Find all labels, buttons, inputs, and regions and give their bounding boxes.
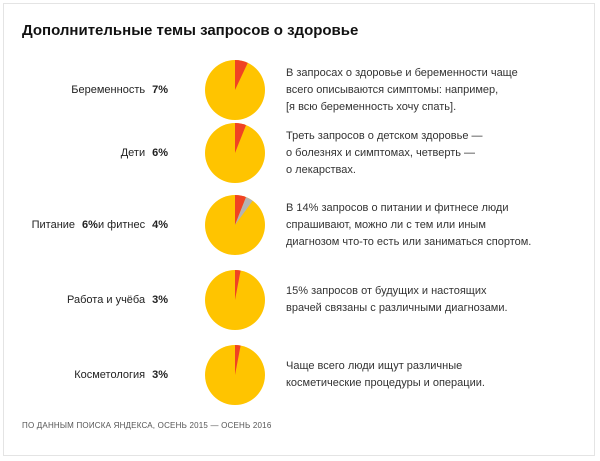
pie-row: Беременность 7% В запросах о здоровье и бе… [0, 55, 600, 125]
category-label: Беременность [71, 84, 146, 96]
row-description: Чаще всего люди ищут различные косметичес… [286, 340, 586, 410]
description-line: 15% запросов от будущих и настоящих [286, 285, 487, 297]
row-description: В 14% запросов о питании и фитнесе люди с… [286, 190, 586, 260]
category-value: 6% [82, 219, 98, 231]
chart-frame [3, 3, 595, 456]
pie-row: Питание 6% и фитнес 4% В 14% запросов о пита… [0, 190, 600, 260]
description-line: врачей связаны с различными диагнозами. [286, 302, 508, 314]
description-line: всего описываются симптомы: например, [286, 83, 499, 96]
description-line: В 14% запросов о питании и фитнесе люди [286, 201, 509, 214]
pie-slice [235, 123, 247, 153]
row-description: В запросах о здоровье и беременности чащ… [286, 55, 586, 125]
row-label: Беременность 7% [71, 55, 168, 125]
source-footnote: ПО ДАННЫМ ПОИСКА ЯНДЕКСА, ОСЕНЬ 2015 — О… [22, 421, 272, 430]
description-line: спрашивают, можно ли с тем или иным [286, 218, 486, 231]
pie-row: Работа и учёба 3% 15% запросов от будущих … [0, 265, 600, 335]
pie-slice [235, 270, 241, 300]
row-label: Питание 6% и фитнес 4% [32, 190, 168, 260]
category-value-secondary: 4% [152, 219, 168, 231]
pie-chart [205, 60, 265, 120]
pie-slice [235, 197, 253, 225]
pie-chart [205, 195, 265, 255]
row-label: Косметология 3% [74, 340, 168, 410]
category-value: 3% [152, 294, 168, 306]
description-line: о болезнях и симптомах, четверть — [286, 146, 476, 159]
row-description: 15% запросов от будущих и настоящих враче… [286, 265, 586, 335]
description-line: В запросах о здоровье и беременности чащ… [286, 66, 518, 79]
description-line: диагнозом что-то есть или заниматься спо… [286, 235, 532, 248]
category-label: Дети [120, 147, 146, 159]
pie-slice [235, 345, 241, 375]
category-label: Косметология [74, 369, 146, 381]
pie-chart [205, 123, 265, 183]
pie-row: Дети 6% Треть запросов о детском здоровье … [0, 118, 600, 188]
description-line: о лекарствах. [286, 163, 356, 176]
category-label-secondary: и фитнес [97, 219, 146, 231]
description-line: косметические процедуры и операции. [286, 377, 485, 389]
category-label: Работа и учёба [67, 294, 146, 306]
row-description: Треть запросов о детском здоровье — о бол… [286, 118, 586, 188]
pie-chart [205, 270, 265, 330]
category-label: Питание [31, 219, 76, 231]
pie-row: Косметология 3% Чаще всего люди ищут разли… [0, 340, 600, 410]
row-label: Работа и учёба 3% [67, 265, 168, 335]
row-label: Дети 6% [121, 118, 168, 188]
description-line: Чаще всего люди ищут различные [286, 360, 463, 372]
category-value: 3% [152, 369, 168, 381]
description-line: Треть запросов о детском здоровье — [286, 129, 483, 142]
pie-chart [205, 345, 265, 405]
pie-slice [235, 60, 248, 90]
chart-title: Дополнительные темы запросов о здоровье [22, 22, 359, 39]
category-value: 6% [152, 147, 168, 159]
description-line: [я всю беременность хочу спать]. [286, 100, 457, 113]
category-value: 7% [152, 84, 168, 96]
pie-slice [235, 195, 247, 225]
